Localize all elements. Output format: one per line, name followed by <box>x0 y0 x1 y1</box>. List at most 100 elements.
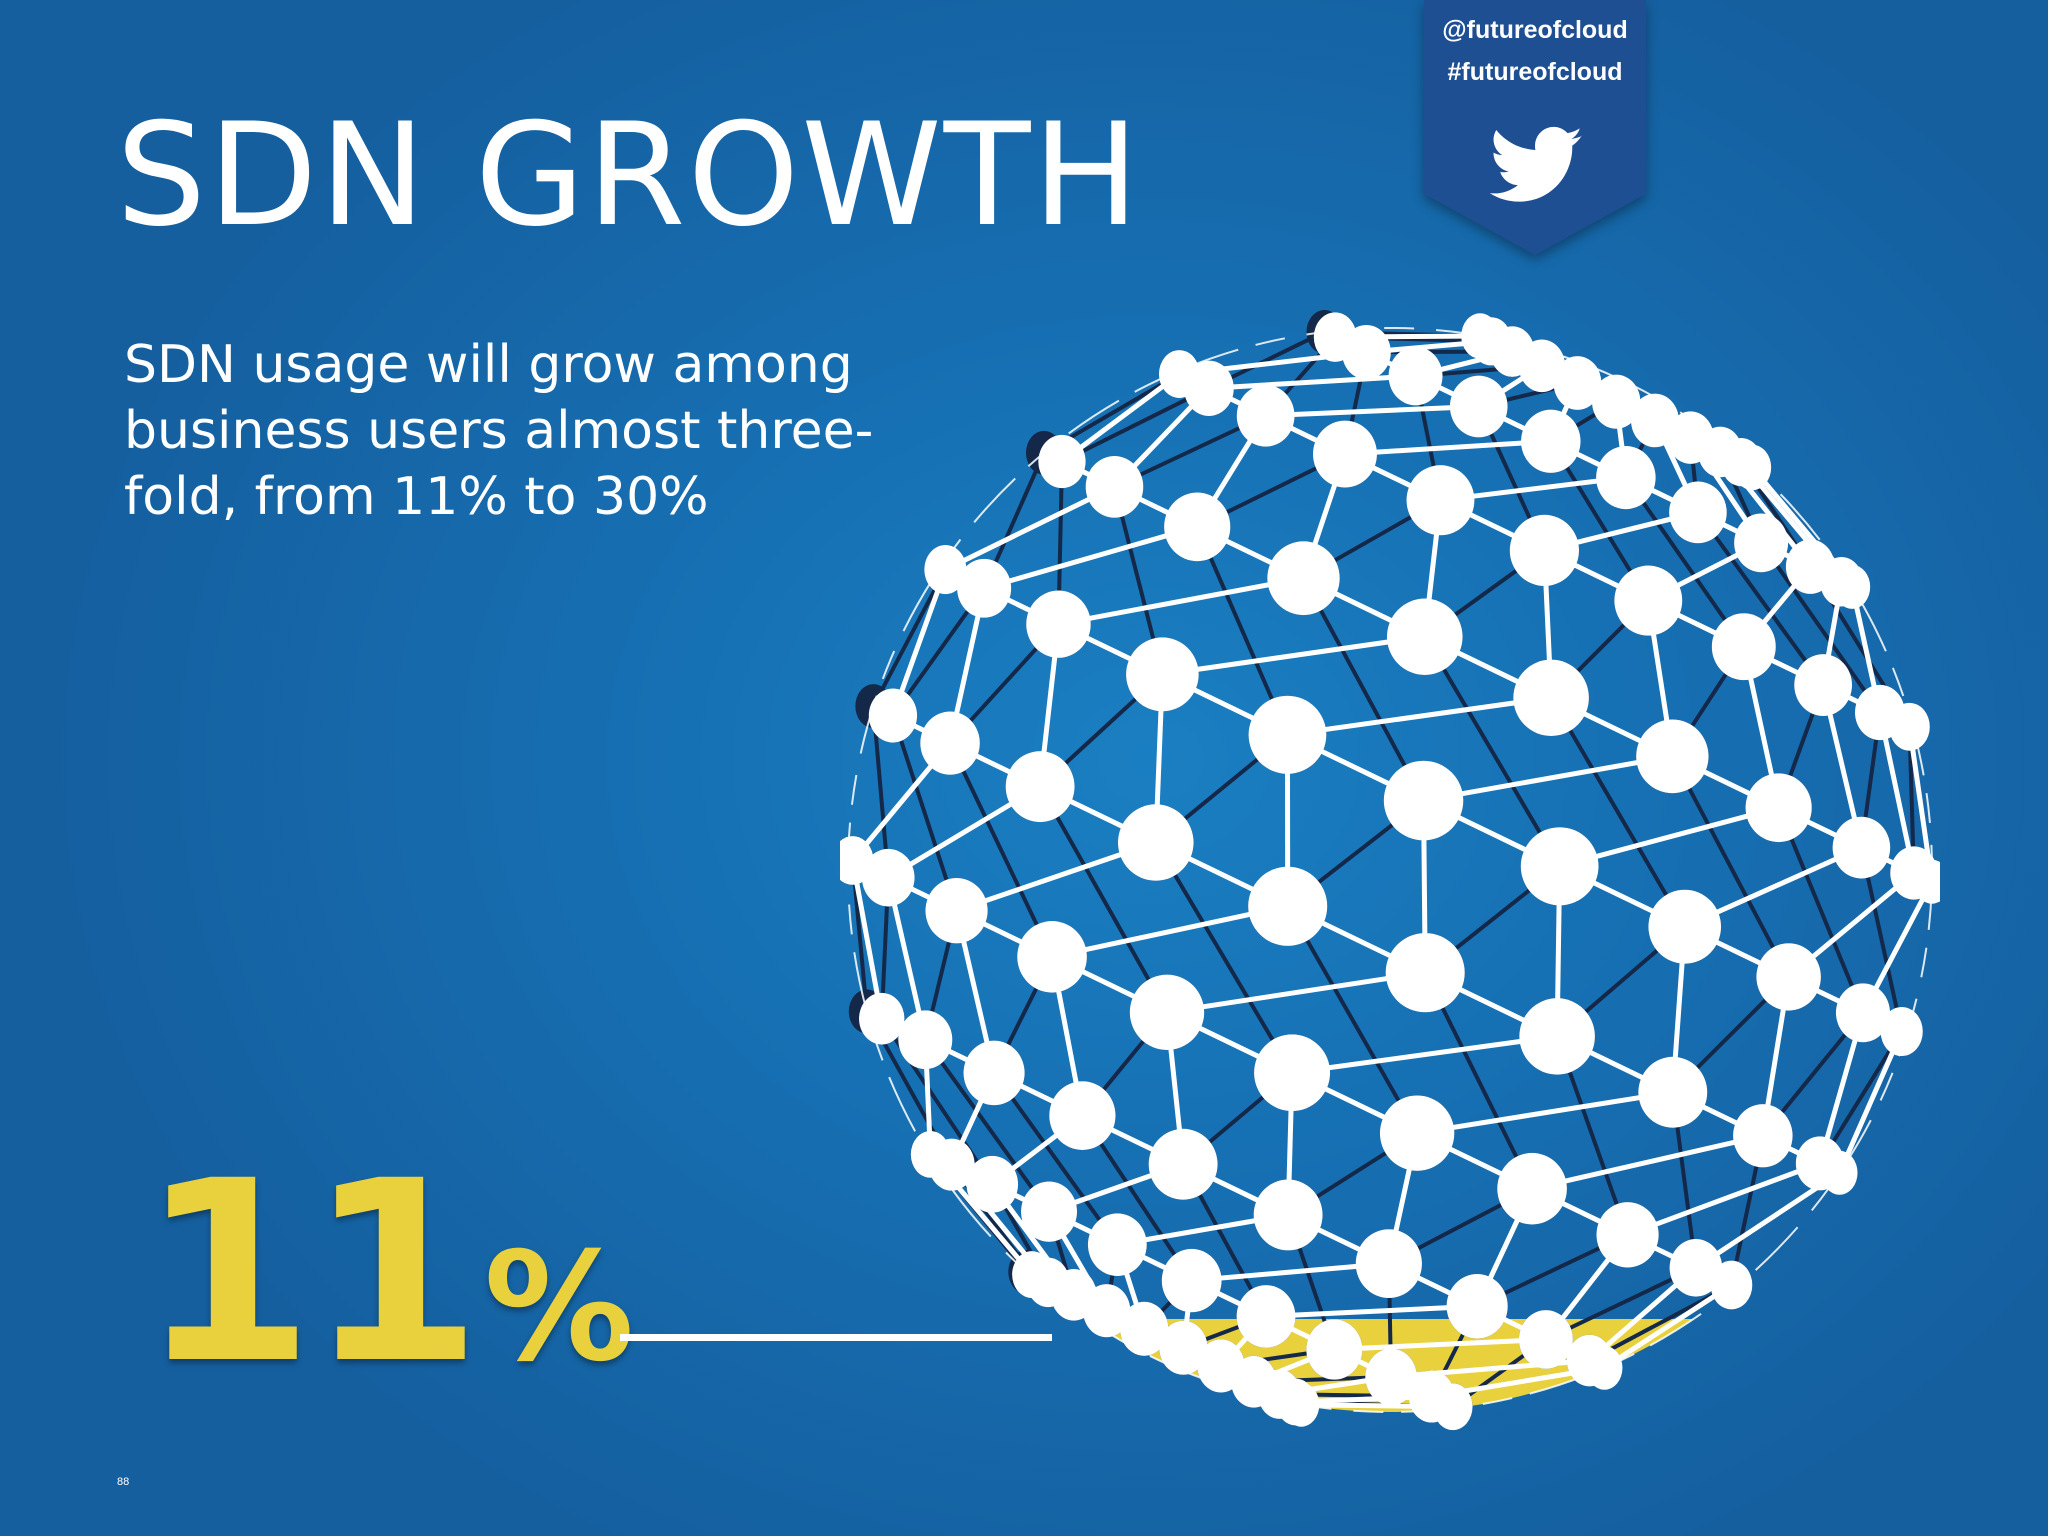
globe-node-front <box>1433 1383 1473 1431</box>
globe-link <box>1423 753 1673 804</box>
globe-node-front <box>1710 1260 1753 1310</box>
globe-link <box>1285 905 1419 1135</box>
globe-node-front <box>1087 1213 1147 1276</box>
globe-node-front <box>1267 541 1340 616</box>
globe-node-front <box>1120 1301 1169 1356</box>
globe-node-front <box>1385 933 1465 1013</box>
globe-link <box>1061 386 1210 464</box>
globe-node-front <box>1248 866 1328 946</box>
globe-node-front <box>1254 1034 1331 1112</box>
globe-link <box>1423 971 1534 1190</box>
globe-node-front <box>1880 1006 1923 1057</box>
globe-node-front <box>1236 1285 1296 1348</box>
globe-link <box>1334 1336 1547 1352</box>
globe-node-front <box>1017 921 1087 993</box>
globe-node-front <box>1129 974 1205 1051</box>
globe-node-front <box>1889 702 1930 751</box>
globe-node-front <box>1148 1128 1218 1200</box>
globe-node-front <box>1518 339 1566 393</box>
subtitle-line-3: fold, from 11% to 30% <box>124 467 709 527</box>
globe-link <box>1287 695 1552 738</box>
globe-link <box>1837 1030 1904 1174</box>
globe-link <box>1038 785 1169 1014</box>
globe-node-front <box>1005 751 1075 823</box>
globe-node-front <box>898 1010 953 1070</box>
globe-node-front <box>1355 1229 1422 1298</box>
network-globe-illustration <box>840 310 1940 1431</box>
globe-node-front <box>1164 492 1231 562</box>
page-number: 88 <box>117 1476 130 1488</box>
subtitle-line-1: SDN usage will grow among <box>124 335 853 395</box>
globe-link <box>1545 1266 1697 1342</box>
globe-node-front <box>1117 804 1194 881</box>
globe-node-front <box>1341 324 1391 380</box>
globe-link <box>1416 1089 1674 1136</box>
globe-node-front <box>1038 434 1086 489</box>
globe-link <box>1265 403 1479 419</box>
globe-node-front <box>1083 1284 1131 1338</box>
globe-node-front <box>1636 719 1709 794</box>
globe-link <box>1166 970 1426 1015</box>
stat-percentage: 11% <box>140 1148 634 1398</box>
globe-node-front <box>1406 465 1475 536</box>
globe-node-front <box>1520 827 1599 906</box>
globe-node-front <box>868 688 918 743</box>
globe-node-front <box>1236 384 1295 447</box>
globe-node-front <box>1446 1273 1508 1339</box>
globe-node-front <box>1518 1310 1573 1369</box>
globe-link <box>992 1071 1119 1246</box>
globe-link <box>1301 577 1426 802</box>
globe-node-front <box>928 1138 975 1191</box>
globe-node-front <box>1365 1348 1417 1406</box>
globe-node-front <box>1832 816 1891 879</box>
globe-node-front <box>1745 773 1812 843</box>
globe-node-front <box>1638 1056 1708 1128</box>
globe-node-front <box>1449 375 1508 438</box>
globe-node-front <box>1379 1095 1455 1171</box>
globe-node-front <box>1085 456 1144 518</box>
globe-link <box>891 714 959 912</box>
ribbon-background <box>1424 0 1646 255</box>
globe-link <box>923 1038 1051 1213</box>
globe-link <box>1344 438 1551 457</box>
globe-link <box>1624 476 1746 648</box>
globe-link <box>1531 1133 1764 1192</box>
globe-node-front <box>1509 514 1580 587</box>
globe-node-front <box>1383 760 1464 841</box>
globe-link <box>1058 575 1304 627</box>
globe-link <box>1423 635 1562 868</box>
globe-node-front <box>1669 1239 1723 1297</box>
globe-link <box>1859 847 1904 1032</box>
globe-link <box>1051 903 1289 960</box>
stat-unit: % <box>483 1221 635 1395</box>
globe-node-front <box>1388 346 1443 406</box>
globe-node-front <box>1834 564 1871 609</box>
globe-node-front <box>1497 1152 1567 1225</box>
twitter-hashtag: #futureofcloud <box>1447 58 1623 86</box>
globe-node-front <box>1734 513 1789 573</box>
globe-node-front <box>1306 1319 1363 1380</box>
globe-node-front <box>1913 859 1940 904</box>
stat-value: 11 <box>140 1127 482 1418</box>
globe-node-front <box>1521 409 1581 473</box>
globe-link <box>1154 841 1294 1074</box>
globe-node-front <box>861 848 915 907</box>
globe-link <box>1603 1282 1733 1370</box>
globe-node-front <box>963 1040 1025 1106</box>
globe-node-front <box>1513 659 1589 736</box>
globe-node-front <box>1161 1248 1222 1313</box>
globe-link <box>1776 806 1865 1014</box>
globe-node-front <box>1519 998 1595 1075</box>
globe-node-front <box>1386 598 1463 675</box>
globe-node-front <box>1126 637 1199 712</box>
slide-subtitle: SDN usage will grow among business users… <box>124 332 884 530</box>
globe-node-front <box>1821 1150 1858 1195</box>
subtitle-line-2: business users almost three- <box>124 401 874 461</box>
globe-node-front <box>1183 360 1234 416</box>
globe-node-front <box>1021 1181 1078 1242</box>
globe-link <box>1626 1161 1821 1238</box>
globe-node-front <box>1630 393 1679 448</box>
globe-node-front <box>1794 654 1853 716</box>
globe-node-front <box>1614 565 1683 636</box>
globe-node-front <box>1253 1179 1323 1251</box>
